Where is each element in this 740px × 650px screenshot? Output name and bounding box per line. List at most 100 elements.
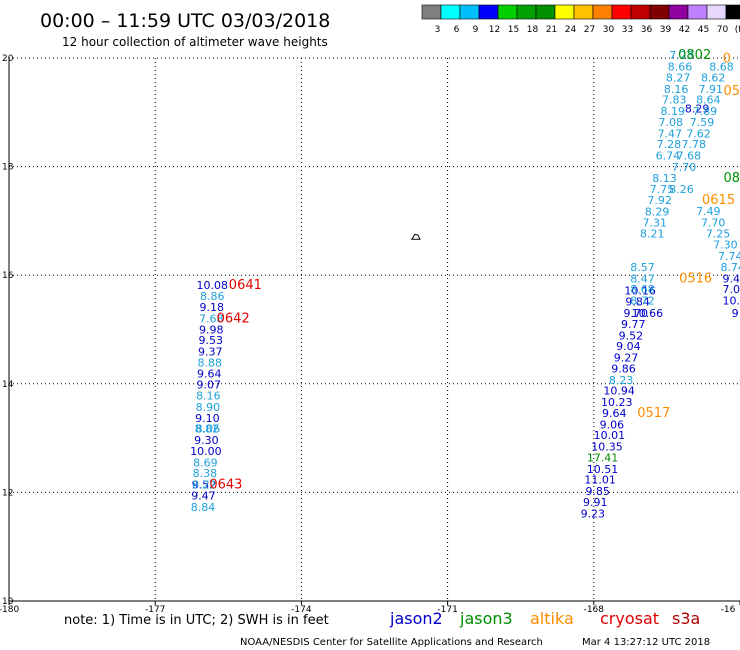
wave-height-value: 9.70 [623,307,648,320]
wave-height-value: 8.26 [669,183,694,196]
wave-height-value: 7.30 [713,239,738,252]
pass-time-label: 0802 [678,48,711,63]
wave-height-value: 7.78 [681,138,706,151]
wave-height-value: 9.23 [581,507,606,520]
wave-height-value: 7.92 [647,194,672,207]
wave-height-value: 9.52 [619,329,644,342]
colorbar-label: 12 [489,25,500,35]
wave-height-value: 8.57 [630,261,655,274]
land-marker [411,233,421,240]
chart-subtitle: 12 hour collection of altimeter wave hei… [62,35,328,49]
wave-height-value: 7.0 [722,283,740,296]
footer-timestamp: Mar 4 13:27:12 UTC 2018 [582,637,710,648]
colorbar-swatch [630,4,651,20]
x-tick-label: -177 [145,605,165,615]
wave-height-value: 8.27 [666,71,691,84]
x-tick-label: -174 [291,605,312,615]
colorbar-swatch [725,4,740,20]
wave-height-value: 8.86 [200,290,225,303]
colorbar-label: (ft) [735,25,740,35]
colorbar-swatch [611,4,632,20]
colorbar-label: 33 [622,25,633,35]
legend-jason3: jason3 [459,609,513,628]
wave-height-value: 9.27 [614,352,639,365]
wave-height-value: 9.04 [616,340,641,353]
wave-height-value: 8.90 [196,401,221,414]
colorbar-label: 45 [698,25,709,35]
wave-height-value: 8.72 [630,295,655,308]
wave-height-value: 8.38 [193,467,218,480]
wave-height-value: 9.10 [195,412,220,425]
satellite-legend: jason2 jason3 altika cryosat s3a [389,609,700,628]
pass-time-label: 0517 [637,406,670,421]
pass-time-label: 08 [723,171,740,186]
wave-height-value: 7.91 [699,83,724,96]
colorbar-label: 42 [679,25,690,35]
colorbar-swatch [535,4,556,20]
wave-height-value: 9.86 [611,362,636,375]
wave-height-value: 7.59 [690,116,715,129]
wave-height-value: 8.88 [198,356,223,369]
wave-height-value: 7.68 [199,312,224,325]
wave-height-value: 9.52 [192,479,217,492]
colorbar-label: 6 [454,25,460,35]
wave-height-value: 8.16 [664,83,689,96]
footer-note: note: 1) Time is in UTC; 2) SWH is in fe… [64,613,329,628]
wave-height-value: 9.84 [625,296,650,309]
colorbar-label: 30 [603,25,615,35]
pass-time-label: 0615 [702,193,735,208]
wave-height-value: 7.70 [701,216,726,229]
wave-height-value: 10.94 [603,385,635,398]
wave-height-value: 8.16 [196,390,221,403]
wave-height-value: 10.00 [190,445,222,458]
wave-height-value: 10. [722,295,740,308]
x-tick-label: -168 [584,605,605,615]
colorbar-label: 70 [717,25,729,35]
x-tick-label: -171 [437,605,457,615]
wave-height-value: 8.74 [720,261,740,274]
wave-height-value: 8.66 [668,60,693,73]
legend-altika: altika [530,609,574,628]
wave-height-value: 9.85 [585,485,610,498]
colorbar-label: 18 [527,25,539,35]
colorbar-swatch [687,4,708,20]
wave-height-value: 9.64 [197,367,222,380]
colorbar-label: 24 [565,25,577,35]
wave-height-value: 8.22 [192,479,217,492]
wave-height-value: 9 [732,307,739,320]
wave-height-value: 9.07 [197,379,222,392]
wave-height-value: 17.41 [587,451,619,464]
wave-height-value: 7.28 [657,138,682,151]
y-tick-label: 14 [2,380,14,390]
wave-height-value: 8.19 [660,105,685,118]
pass-time-label: 05 [723,84,740,99]
wave-height-value: 8.23 [609,374,634,387]
wave-height-value: 8.47 [630,272,655,285]
wave-height-value: 9.37 [198,346,223,359]
wave-height-value: 7.25 [706,228,731,241]
colorbar-swatch [573,4,594,20]
colorbar-swatch [668,4,689,20]
pass-time-label: 0 [723,51,731,66]
wave-height-value: 10.01 [594,429,626,442]
y-tick-label: 16 [2,271,14,281]
wave-height-value: 7.62 [686,127,711,140]
wave-height-value: 8.82 [195,423,220,436]
wave-height-value: 7.75 [650,183,675,196]
axes: -180 -177 -174 -171 -168 -16 10 12 14 16 18 20 [0,54,740,615]
legend-cryosat: cryosat [600,609,659,628]
colorbar-label: 9 [473,25,479,35]
chart-title: 00:00 – 11:59 UTC 03/03/2018 [40,10,330,32]
wave-height-value: 10.23 [601,396,633,409]
footer-credit: NOAA/NESDIS Center for Satellite Applica… [240,637,543,648]
wave-height-value: 8.68 [630,283,655,296]
wave-height-value: 9.98 [199,323,224,336]
wave-height-value: 9.53 [199,334,224,347]
colorbar-swatch [554,4,575,20]
wave-height-value: 9.06 [600,418,625,431]
wave-height-value: 10.51 [587,463,619,476]
colorbar-label: 3 [435,25,441,35]
wave-height-value: 8.29 [685,102,710,115]
wave-height-value: 7.08 [659,116,684,129]
